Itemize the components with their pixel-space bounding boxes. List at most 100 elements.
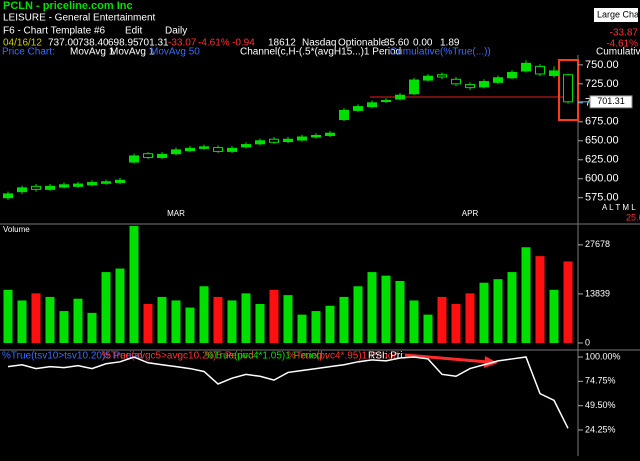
- candle-body: [451, 78, 461, 85]
- y-tick-label: 625.00: [585, 154, 619, 166]
- quote-change: -33.07: [168, 38, 197, 49]
- candle-body: [521, 62, 531, 72]
- volume-bar: [213, 296, 223, 343]
- candle-body: [311, 134, 321, 138]
- quote-high: 738.40: [78, 38, 109, 49]
- volume-bar: [115, 268, 125, 343]
- volume-bar: [59, 311, 69, 343]
- template: F6 - Chart Template #6: [3, 26, 106, 37]
- candle-body: [409, 79, 419, 95]
- y-tick-label: 725.00: [585, 78, 619, 90]
- volume-bar: [381, 275, 391, 343]
- candle-body: [479, 81, 489, 88]
- candle-body: [17, 187, 27, 193]
- legend-item: MovAvg 1: [70, 47, 115, 58]
- legend-item: Channel(c,H-(.5*(avgH15...)1 Period: [240, 47, 401, 58]
- candle-body: [73, 183, 83, 187]
- candle-body: [87, 182, 97, 186]
- candle-body: [283, 138, 293, 143]
- large-chart-label: Large Chart: [597, 9, 640, 19]
- y-tick-label: 650.00: [585, 135, 619, 147]
- side-pct: -4.61%: [606, 39, 638, 50]
- volume-bar: [227, 300, 237, 343]
- candle-body: [255, 140, 265, 145]
- y-tick-label: 675.00: [585, 116, 619, 128]
- candle-body: [59, 184, 69, 188]
- volume-bar: [479, 282, 489, 343]
- side-buttons[interactable]: A L T M L: [602, 203, 636, 212]
- candle-body: [549, 70, 559, 76]
- candle-body: [45, 185, 55, 190]
- volume-bar: [73, 298, 83, 343]
- x-tick-label: APR: [462, 209, 479, 218]
- volume-bar: [353, 286, 363, 343]
- candle-body: [199, 146, 209, 149]
- period-menu[interactable]: Daily: [165, 26, 187, 37]
- y-tick-label: 575.00: [585, 192, 619, 204]
- volume-bar: [549, 289, 559, 343]
- quote-f2: 0.00: [413, 38, 433, 49]
- candle-body: [213, 147, 223, 152]
- candle-body: [493, 77, 503, 83]
- quote-volume: 18612: [268, 38, 296, 49]
- legend-item: RSI: Pri: [368, 351, 402, 362]
- legend-item: Cumulative(%True(...)): [390, 47, 491, 58]
- edit-menu[interactable]: Edit: [125, 26, 142, 37]
- industry: LEISURE - General Entertainment: [3, 13, 156, 24]
- candle-body: [297, 136, 307, 141]
- volume-bar: [129, 226, 139, 343]
- candle-body: [157, 153, 167, 158]
- indicator-line: [7, 356, 569, 429]
- candle-body: [339, 109, 349, 121]
- volume-bar: [101, 272, 111, 343]
- volume-bar: [297, 314, 307, 343]
- candle-body: [437, 74, 447, 78]
- y-tick-label: 600.00: [585, 173, 619, 185]
- volume-bar: [17, 300, 27, 343]
- last-price-label: 701.31: [597, 96, 625, 106]
- candle-body: [269, 138, 279, 143]
- annotation-arrow: [404, 353, 489, 364]
- y-tick-label: 27678: [585, 239, 610, 249]
- volume-bar: [563, 261, 573, 343]
- quote-exchange: Nasdaq: [302, 38, 336, 49]
- legend-item: Price Chart:: [2, 47, 55, 58]
- last-price-tag: [589, 95, 633, 109]
- symbol: PCLN - priceline.com Inc: [3, 0, 133, 12]
- volume-bar: [241, 293, 251, 343]
- volume-title: Volume: [3, 225, 30, 234]
- volume-bar: [395, 280, 405, 343]
- candle-body: [227, 147, 237, 152]
- volume-bar: [367, 272, 377, 343]
- candle-body: [535, 65, 545, 75]
- y-tick-label: 74.75%: [585, 376, 616, 386]
- candle-body: [31, 185, 41, 190]
- candle-body: [465, 84, 475, 89]
- volume-bar: [311, 311, 321, 343]
- quote-f1: 35.60: [384, 38, 409, 49]
- volume-bar: [45, 296, 55, 343]
- legend-item: MovAvg 1: [110, 47, 155, 58]
- y-tick-label: 100.00%: [585, 351, 621, 361]
- volume-bar: [143, 304, 153, 343]
- candle-body: [395, 94, 405, 100]
- candle-body: [185, 147, 195, 152]
- quote-pct: -4.61%: [198, 38, 230, 49]
- volume-bar: [437, 296, 447, 343]
- quote-open: 737.00: [48, 38, 79, 49]
- legend-item: MovAvg 50: [150, 47, 200, 58]
- legend-item: Cumulative(: [596, 47, 640, 58]
- large-chart-button[interactable]: [594, 8, 638, 22]
- quote-last: 701.31: [138, 38, 169, 49]
- candle-body: [143, 153, 153, 158]
- volume-bar: [87, 312, 97, 343]
- candle-body: [367, 102, 377, 108]
- y-tick-label: 750.00: [585, 59, 619, 71]
- side-value: 25.6: [626, 212, 640, 222]
- volume-bar: [171, 300, 181, 343]
- legend-item: %True(pvc4*1.05)1 Period :: [205, 351, 328, 362]
- highlight-box: [558, 59, 579, 121]
- indicator-legend: %True(tsv10>tsv10.20)5 Period : %True(av…: [2, 351, 404, 362]
